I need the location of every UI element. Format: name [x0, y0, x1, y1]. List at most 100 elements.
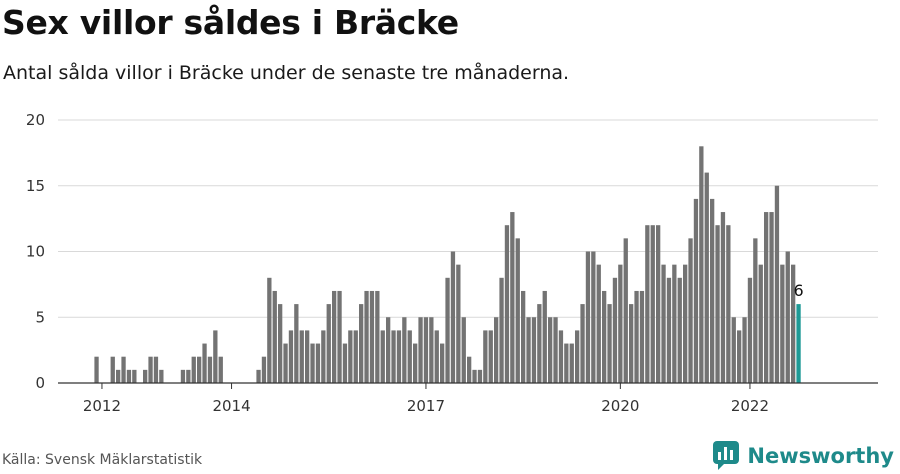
bar	[542, 290, 547, 383]
bar	[488, 330, 493, 383]
bar	[494, 317, 499, 383]
y-axis-ticks: 0 5 10 15 20	[26, 111, 45, 392]
bar	[618, 264, 623, 383]
bar	[477, 369, 483, 383]
bar	[283, 343, 288, 383]
bar	[461, 317, 466, 383]
bar	[396, 330, 402, 383]
bar	[207, 356, 213, 383]
bar	[94, 356, 99, 383]
bar	[704, 172, 709, 383]
chart-title: Sex villor såldes i Bräcke	[2, 3, 459, 42]
bar	[326, 304, 331, 383]
bar	[342, 343, 348, 383]
bar	[791, 264, 796, 383]
bar	[521, 290, 526, 383]
bar	[315, 343, 321, 383]
bar	[564, 343, 569, 383]
bar	[202, 343, 207, 383]
x-tick-label: 2020	[601, 397, 639, 415]
bar	[218, 356, 223, 383]
bar	[693, 198, 699, 383]
bar	[353, 330, 358, 383]
x-tick-label: 2022	[731, 397, 769, 415]
bar	[337, 290, 342, 383]
bar	[699, 146, 704, 383]
bar	[612, 277, 618, 383]
bar	[569, 343, 574, 383]
bar	[256, 369, 261, 383]
y-tick-label: 15	[26, 177, 45, 195]
bar	[380, 330, 385, 383]
bar	[418, 317, 423, 383]
bar	[450, 251, 456, 383]
bar	[180, 369, 186, 383]
bar	[267, 277, 272, 383]
bar	[785, 251, 790, 383]
bar	[553, 317, 558, 383]
bar	[402, 317, 407, 383]
bar	[742, 317, 747, 383]
highlight-value-label: 6	[793, 281, 803, 300]
bar	[110, 356, 115, 383]
source-credit: Källa: Svensk Mäklarstatistik	[2, 452, 203, 468]
y-tick-label: 5	[35, 308, 45, 326]
y-tick-label: 10	[26, 243, 45, 261]
bar	[153, 356, 159, 383]
bar	[672, 264, 677, 383]
bar	[143, 369, 148, 383]
bar	[132, 369, 137, 383]
bar	[116, 369, 121, 383]
data-labels: 6	[793, 281, 803, 300]
bar	[715, 225, 720, 383]
bar	[677, 277, 682, 383]
bar	[261, 356, 267, 383]
bars	[94, 146, 801, 383]
bar	[467, 356, 472, 383]
bar	[423, 317, 429, 383]
bar	[434, 330, 439, 383]
y-tick-label: 0	[35, 374, 45, 392]
bar	[537, 304, 542, 383]
bar	[288, 330, 294, 383]
bar	[483, 330, 488, 383]
bar	[359, 304, 364, 383]
bar	[305, 330, 310, 383]
bar	[575, 330, 580, 383]
bar	[580, 304, 585, 383]
bar	[148, 356, 153, 383]
newsworthy-logo-icon	[713, 441, 740, 470]
bar	[764, 212, 769, 383]
bar	[591, 251, 596, 383]
gridlines	[58, 119, 878, 318]
bar	[191, 356, 196, 383]
bar	[774, 185, 780, 383]
x-axis-ticks: 2012 2014 2017 2020 2022	[83, 383, 769, 415]
bar	[186, 369, 191, 383]
bar	[758, 264, 763, 383]
bar	[731, 317, 736, 383]
bar	[602, 290, 607, 383]
bar	[121, 356, 126, 383]
bar	[634, 290, 639, 383]
bar	[332, 290, 337, 383]
bar	[348, 330, 353, 383]
bar	[688, 238, 693, 383]
bar	[780, 264, 785, 383]
bar	[607, 304, 612, 383]
bar	[369, 290, 375, 383]
bar	[510, 212, 515, 383]
bar	[515, 238, 520, 383]
bar	[472, 369, 477, 383]
bar	[683, 264, 688, 383]
bar	[499, 277, 504, 383]
bar	[645, 225, 650, 383]
bar	[213, 330, 218, 383]
x-tick-label: 2014	[212, 397, 250, 415]
bar	[656, 225, 661, 383]
bar	[197, 356, 202, 383]
bar	[440, 343, 445, 383]
bar	[661, 264, 666, 383]
bar	[429, 317, 434, 383]
bar	[299, 330, 304, 383]
